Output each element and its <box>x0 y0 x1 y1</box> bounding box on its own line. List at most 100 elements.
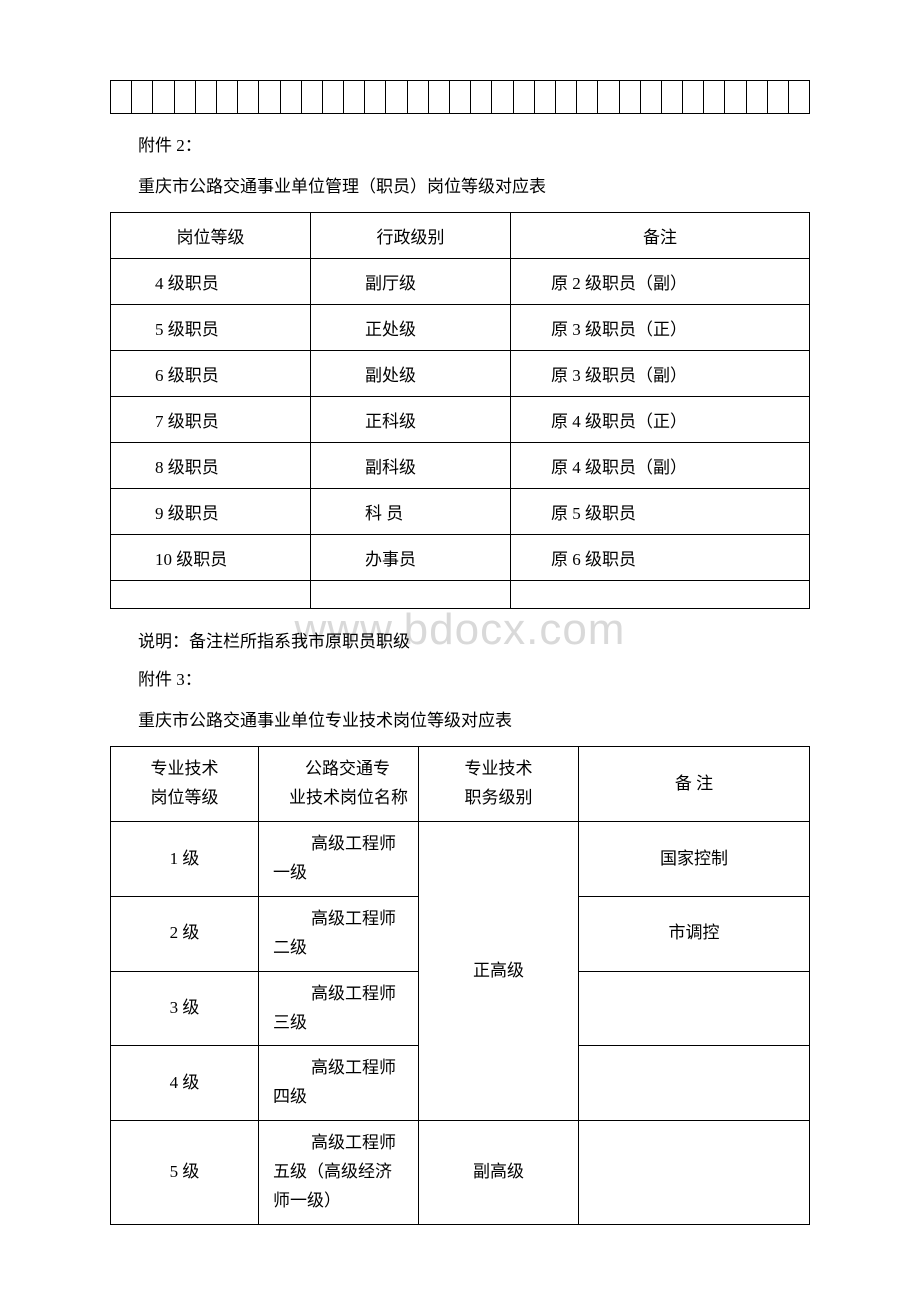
table-cell: 10 级职员 <box>111 535 311 581</box>
top-grid-cell <box>556 81 577 113</box>
top-grid-cell <box>281 81 302 113</box>
attachment3-table: 专业技术 岗位等级 公路交通专 业技术岗位名称 专业技术 职务级别 备 注 1 … <box>110 746 810 1225</box>
top-grid-cell <box>450 81 471 113</box>
table-cell: 原 6 级职员 <box>511 535 810 581</box>
table-row: 1 级 高级工程师 一级 正高级 国家控制 <box>111 822 810 897</box>
table2-header-1: 专业技术 岗位等级 <box>111 747 259 822</box>
table-cell: 原 3 级职员（副） <box>511 351 810 397</box>
table-cell-empty <box>311 581 511 609</box>
cell-remark: 市调控 <box>579 896 810 971</box>
cell-level: 3 级 <box>111 971 259 1046</box>
top-grid-cell <box>386 81 407 113</box>
table-row: 6 级职员副处级原 3 级职员（副） <box>111 351 810 397</box>
table2-header-2: 公路交通专 业技术岗位名称 <box>259 747 419 822</box>
table1-header-2: 行政级别 <box>311 213 511 259</box>
cell-remark: 国家控制 <box>579 822 810 897</box>
attachment2-note: 说明：备注栏所指系我市原职员职级 <box>138 627 810 658</box>
top-grid-cell <box>598 81 619 113</box>
top-grid-cell <box>747 81 768 113</box>
cell-level: 5 级 <box>111 1121 259 1225</box>
top-grid-cell <box>641 81 662 113</box>
table-cell: 正科级 <box>311 397 511 443</box>
top-grid-cell <box>429 81 450 113</box>
top-grid-cell <box>662 81 683 113</box>
table-cell: 原 2 级职员（副） <box>511 259 810 305</box>
cell-name: 高级工程师 二级 <box>259 896 419 971</box>
table-cell: 副科级 <box>311 443 511 489</box>
cell-duty-group2: 副高级 <box>419 1121 579 1225</box>
top-grid-cell <box>153 81 174 113</box>
attachment3-title: 重庆市公路交通事业单位专业技术岗位等级对应表 <box>138 707 810 734</box>
cell-remark <box>579 1121 810 1225</box>
cell-duty-group1: 正高级 <box>419 822 579 1121</box>
table-cell: 8 级职员 <box>111 443 311 489</box>
top-grid-cell <box>514 81 535 113</box>
top-grid-cell <box>620 81 641 113</box>
cell-level: 1 级 <box>111 822 259 897</box>
table-cell: 9 级职员 <box>111 489 311 535</box>
top-grid-cell <box>789 81 809 113</box>
table-header-row: 岗位等级 行政级别 备注 <box>111 213 810 259</box>
top-grid-cell <box>302 81 323 113</box>
table-cell-empty <box>511 581 810 609</box>
top-grid-cell <box>238 81 259 113</box>
table-row: 9 级职员科 员原 5 级职员 <box>111 489 810 535</box>
cell-remark <box>579 971 810 1046</box>
table-row: 4 级职员副厅级原 2 级职员（副） <box>111 259 810 305</box>
top-grid-cell <box>323 81 344 113</box>
table-cell: 原 4 级职员（正） <box>511 397 810 443</box>
table-cell: 6 级职员 <box>111 351 311 397</box>
table-row: 7 级职员正科级原 4 级职员（正） <box>111 397 810 443</box>
table-cell: 副厅级 <box>311 259 511 305</box>
table-row: 5 级 高级工程师 五级（高级经济 师一级） 副高级 <box>111 1121 810 1225</box>
top-grid-cell <box>471 81 492 113</box>
cell-name: 高级工程师 一级 <box>259 822 419 897</box>
cell-level: 4 级 <box>111 1046 259 1121</box>
page-content: 附件 2： 重庆市公路交通事业单位管理（职员）岗位等级对应表 岗位等级 行政级别… <box>110 80 810 1225</box>
table2-header-3: 专业技术 职务级别 <box>419 747 579 822</box>
top-grid-cell <box>577 81 598 113</box>
top-grid-cell <box>725 81 746 113</box>
cell-name: 高级工程师 三级 <box>259 971 419 1046</box>
attachment2-title: 重庆市公路交通事业单位管理（职员）岗位等级对应表 <box>138 173 810 200</box>
table-row: 8 级职员副科级原 4 级职员（副） <box>111 443 810 489</box>
top-grid-cell <box>365 81 386 113</box>
table-cell: 科 员 <box>311 489 511 535</box>
table-cell: 副处级 <box>311 351 511 397</box>
top-grid-cell <box>704 81 725 113</box>
top-grid-cell <box>132 81 153 113</box>
table-cell: 5 级职员 <box>111 305 311 351</box>
top-grid-cell <box>492 81 513 113</box>
table-cell-empty <box>111 581 311 609</box>
attachment2-label: 附件 2： <box>138 132 810 159</box>
table-row: 5 级职员正处级原 3 级职员（正） <box>111 305 810 351</box>
table-cell: 原 4 级职员（副） <box>511 443 810 489</box>
top-grid-cell <box>683 81 704 113</box>
attachment2-table: 岗位等级 行政级别 备注 4 级职员副厅级原 2 级职员（副）5 级职员正处级原… <box>110 212 810 609</box>
table1-header-1: 岗位等级 <box>111 213 311 259</box>
top-grid-row <box>110 80 810 114</box>
cell-level: 2 级 <box>111 896 259 971</box>
top-grid-cell <box>196 81 217 113</box>
top-grid-cell <box>217 81 238 113</box>
table-cell: 办事员 <box>311 535 511 581</box>
attachment3-label: 附件 3： <box>138 666 810 693</box>
cell-remark <box>579 1046 810 1121</box>
top-grid-cell <box>408 81 429 113</box>
top-grid-cell <box>535 81 556 113</box>
table-cell: 原 3 级职员（正） <box>511 305 810 351</box>
table-row: 10 级职员办事员原 6 级职员 <box>111 535 810 581</box>
table-cell: 4 级职员 <box>111 259 311 305</box>
table2-header-4: 备 注 <box>579 747 810 822</box>
table-cell: 原 5 级职员 <box>511 489 810 535</box>
cell-name: 高级工程师 五级（高级经济 师一级） <box>259 1121 419 1225</box>
top-grid-cell <box>768 81 789 113</box>
table-cell: 7 级职员 <box>111 397 311 443</box>
table1-header-3: 备注 <box>511 213 810 259</box>
table-row-empty <box>111 581 810 609</box>
cell-name: 高级工程师 四级 <box>259 1046 419 1121</box>
top-grid-cell <box>259 81 280 113</box>
top-grid-cell <box>175 81 196 113</box>
table-cell: 正处级 <box>311 305 511 351</box>
top-grid-cell <box>111 81 132 113</box>
